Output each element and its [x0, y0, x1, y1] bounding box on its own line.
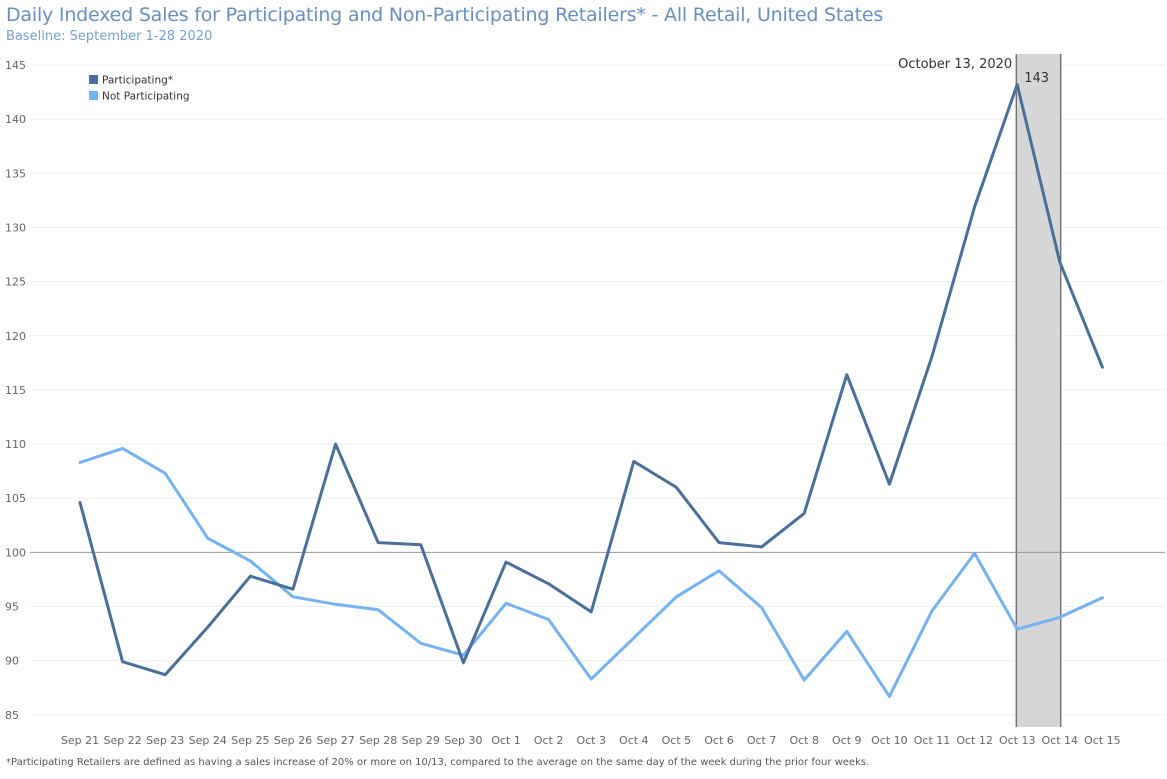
y-tick-label: 125: [5, 276, 26, 289]
legend-label: Not Participating: [102, 91, 190, 103]
x-tick-label: Oct 9: [832, 734, 862, 747]
y-tick-label: 95: [5, 601, 19, 614]
footnote: *Participating Retailers are defined as …: [6, 757, 870, 768]
legend-label: Participating*: [102, 75, 173, 87]
annotation-peak-value: 143: [1024, 71, 1049, 86]
x-tick-label: Oct 10: [871, 734, 908, 747]
legend-swatch: [89, 75, 98, 84]
y-tick-label: 140: [5, 113, 26, 126]
chart-title: Daily Indexed Sales for Participating an…: [6, 4, 884, 26]
legend: Participating* Not Participating: [89, 75, 190, 103]
x-tick-label: Oct 1: [491, 734, 521, 747]
x-tick-label: Sep 21: [61, 734, 99, 747]
x-tick-label: Sep 30: [444, 734, 482, 747]
annotations: October 13, 2020 143: [898, 57, 1049, 86]
x-tick-label: Oct 3: [576, 734, 606, 747]
chart-subtitle: Baseline: September 1-28 2020: [6, 29, 213, 44]
y-tick-label: 120: [5, 330, 26, 343]
series-line-0: [78, 83, 1104, 677]
highlight-band-fill: [1016, 54, 1061, 727]
x-tick-label: Oct 8: [789, 734, 819, 747]
x-tick-label: Oct 4: [619, 734, 649, 747]
y-tick-label: 130: [5, 221, 26, 234]
legend-swatch: [89, 91, 98, 100]
x-tick-label: Sep 25: [231, 734, 269, 747]
x-tick-label: Oct 14: [1042, 734, 1079, 747]
annotation-date: October 13, 2020: [898, 57, 1012, 72]
x-tick-label: Oct 7: [747, 734, 777, 747]
y-tick-label: 115: [5, 384, 26, 397]
x-tick-label: Oct 2: [534, 734, 564, 747]
x-tick-label: Sep 24: [189, 734, 227, 747]
x-tick-label: Oct 13: [999, 734, 1036, 747]
y-tick-label: 135: [5, 167, 26, 180]
y-tick-label: 145: [5, 59, 26, 72]
x-tick-label: Oct 11: [914, 734, 951, 747]
x-tick-label: Sep 26: [274, 734, 312, 747]
x-tick-label: Oct 15: [1084, 734, 1121, 747]
x-tick-label: Oct 12: [956, 734, 993, 747]
y-tick-label: 110: [5, 438, 26, 451]
y-tick-label: 90: [5, 655, 19, 668]
x-axis-ticks: Sep 21 Sep 22 Sep 23 Sep 24 Sep 25 Sep 26 Sep …: [61, 734, 1121, 747]
gridlines: [30, 64, 1165, 716]
x-tick-label: Sep 28: [359, 734, 397, 747]
x-tick-label: Sep 29: [402, 734, 440, 747]
x-tick-label: Oct 5: [662, 734, 692, 747]
x-tick-label: Sep 22: [103, 734, 141, 747]
x-tick-label: Sep 27: [316, 734, 354, 747]
x-tick-label: Oct 6: [704, 734, 734, 747]
series-line-1: [78, 446, 1104, 698]
y-axis-ticks: 85 90 95 100 105 110 115 120 125 130 135 140 145: [5, 59, 26, 722]
y-tick-label: 105: [5, 492, 26, 505]
x-tick-label: Sep 23: [146, 734, 184, 747]
y-tick-label: 100: [5, 546, 26, 559]
highlight-band: [1015, 54, 1062, 727]
y-tick-label: 85: [5, 709, 19, 722]
series-lines: [78, 83, 1104, 698]
